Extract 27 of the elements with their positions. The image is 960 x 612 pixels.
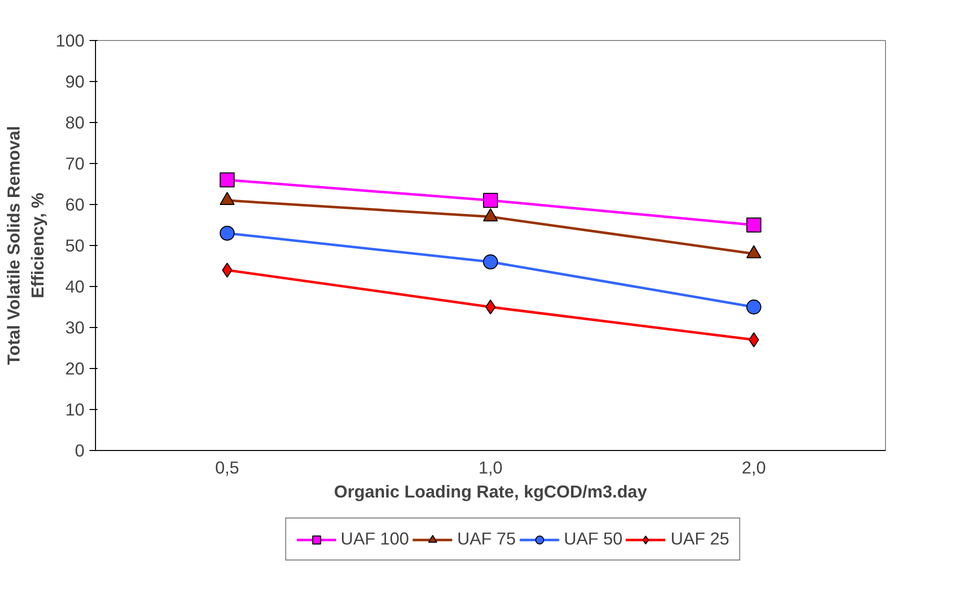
y-tick-label: 100 [56,30,85,50]
point [220,172,235,188]
legend-label: UAF 50 [564,528,623,550]
point [483,192,498,208]
y-tick-label: 60 [65,194,85,214]
y-tick-label: 80 [65,112,85,132]
point [746,300,762,314]
y-tick-label: 90 [65,72,85,92]
x-axis-title: Organic Loading Rate, kgCOD/m3.day [334,482,648,502]
point [220,226,235,241]
legend-label: UAF 25 [670,528,730,550]
y-tick-label: 30 [65,318,85,338]
y-tick-label: 20 [65,358,85,378]
y-tick-label: 70 [65,154,85,174]
point [483,254,498,270]
x-tick-label: 1,0 [478,458,503,478]
x-tick-label: 0,5 [215,458,240,478]
legend-label: UAF 100 [340,528,410,550]
legend-label: UAF 75 [457,528,516,550]
y-tick-label: 10 [65,400,85,420]
y-tick-label: 50 [65,236,85,256]
y-tick-label: 40 [65,276,85,296]
x-tick-label: 2,0 [742,458,766,478]
point [746,218,762,232]
y-tick-label: 0 [74,440,85,460]
y-axis-title: Total Volatile Solids Removal Efficiency, % [4,126,48,366]
point [485,300,496,314]
